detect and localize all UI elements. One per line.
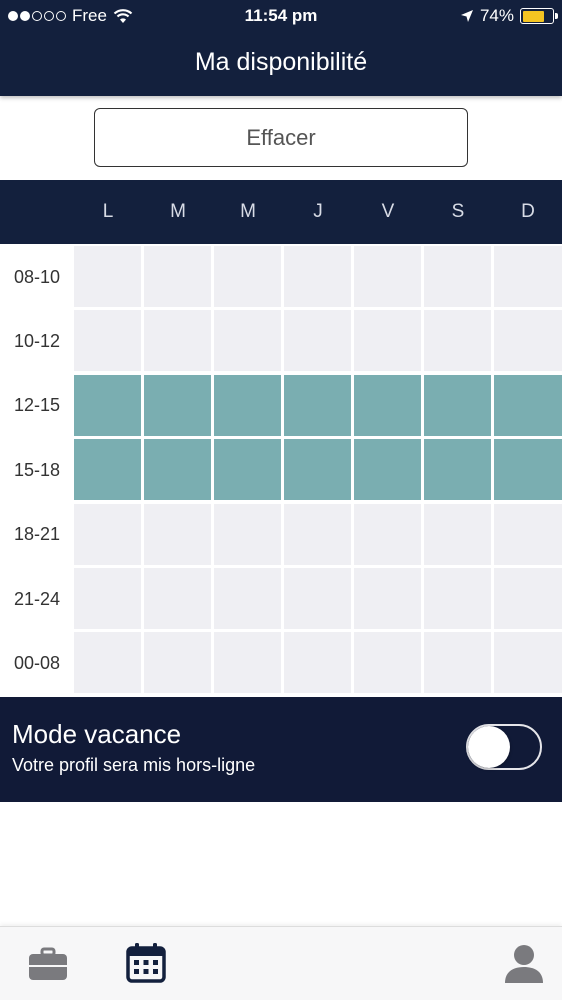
page-title: Ma disponibilité	[194, 48, 368, 76]
availability-cell[interactable]	[214, 439, 281, 501]
vacation-mode-section: Mode vacance Votre profil sera mis hors-…	[0, 697, 562, 802]
availability-cell[interactable]	[494, 246, 562, 307]
availability-cell[interactable]	[74, 568, 141, 629]
status-time: 11:54 pm	[244, 6, 318, 25]
time-slot-label: 00-08	[13, 652, 61, 673]
availability-cell[interactable]	[354, 503, 421, 565]
availability-cell[interactable]	[74, 246, 141, 307]
availability-grid: 08-10 10-12 12-15 15-18 18-21 21-24 00-08	[0, 244, 562, 696]
battery-fill	[522, 10, 544, 22]
availability-cell[interactable]	[424, 503, 491, 565]
availability-cell[interactable]	[214, 374, 281, 436]
status-bar: Free 11:54 pm 74%	[0, 0, 562, 32]
availability-cell[interactable]	[214, 310, 281, 372]
vacation-mode-title: Mode vacance	[12, 719, 182, 749]
availability-cell[interactable]	[74, 632, 141, 694]
availability-cell[interactable]	[144, 246, 211, 307]
time-slot-label: 21-24	[13, 588, 61, 609]
availability-cell[interactable]	[354, 632, 421, 694]
time-slot-label: 18-21	[13, 524, 61, 545]
availability-cell[interactable]	[284, 310, 351, 372]
availability-cell[interactable]	[494, 310, 562, 372]
availability-cell[interactable]	[144, 632, 211, 694]
toggle-knob	[468, 726, 510, 768]
calendar-icon	[126, 943, 166, 983]
weekday-label: V	[381, 201, 395, 222]
availability-cell[interactable]	[354, 439, 421, 501]
availability-cell[interactable]	[424, 439, 491, 501]
availability-cell[interactable]	[494, 374, 562, 436]
availability-cell[interactable]	[424, 632, 491, 694]
tab-jobs[interactable]	[26, 941, 74, 989]
availability-cell[interactable]	[74, 374, 141, 436]
availability-cell[interactable]	[214, 568, 281, 629]
availability-cell[interactable]	[354, 310, 421, 372]
tab-availability[interactable]	[124, 941, 172, 989]
availability-cell[interactable]	[144, 503, 211, 565]
availability-cell[interactable]	[494, 632, 562, 694]
availability-cell[interactable]	[284, 568, 351, 629]
availability-cell[interactable]	[494, 503, 562, 565]
availability-cell[interactable]	[284, 503, 351, 565]
battery-icon	[520, 8, 558, 24]
briefcase-icon	[29, 947, 67, 980]
availability-cell[interactable]	[424, 374, 491, 436]
weekday-label: L	[102, 201, 114, 222]
tab-bar	[0, 926, 562, 1000]
availability-cell[interactable]	[424, 310, 491, 372]
availability-cell[interactable]	[144, 310, 211, 372]
availability-cell[interactable]	[354, 246, 421, 307]
availability-cell[interactable]	[74, 503, 141, 565]
availability-cell[interactable]	[494, 439, 562, 501]
time-slot-label: 10-12	[13, 330, 61, 351]
time-slot-label: 08-10	[13, 266, 61, 287]
weekday-label: J	[313, 201, 323, 222]
clear-button[interactable]: Effacer	[94, 108, 468, 167]
weekday-label: M	[240, 201, 256, 222]
wifi-icon	[113, 9, 133, 23]
availability-cell[interactable]	[284, 246, 351, 307]
availability-cell[interactable]	[74, 439, 141, 501]
weekday-label: M	[170, 201, 186, 222]
tab-profile[interactable]	[502, 941, 550, 989]
availability-cell[interactable]	[214, 632, 281, 694]
user-icon	[505, 945, 543, 983]
availability-cell[interactable]	[214, 246, 281, 307]
availability-cell[interactable]	[354, 374, 421, 436]
vacation-mode-subtitle: Votre profil sera mis hors-ligne	[12, 755, 256, 775]
location-arrow-icon	[460, 10, 473, 22]
vacation-mode-toggle[interactable]	[466, 724, 542, 770]
availability-cell[interactable]	[494, 568, 562, 629]
availability-cell[interactable]	[74, 310, 141, 372]
availability-cell[interactable]	[214, 503, 281, 565]
battery-percent: 74%	[479, 6, 514, 25]
time-slot-label: 12-15	[13, 395, 61, 416]
availability-cell[interactable]	[284, 632, 351, 694]
availability-cell[interactable]	[144, 568, 211, 629]
availability-cell[interactable]	[424, 568, 491, 629]
header: Free 11:54 pm 74% Ma disponibilité	[0, 0, 562, 96]
availability-cell[interactable]	[354, 568, 421, 629]
availability-cell[interactable]	[144, 374, 211, 436]
availability-cell[interactable]	[144, 439, 211, 501]
weekday-label: D	[521, 201, 535, 222]
signal-strength-icon	[8, 11, 66, 21]
availability-cell[interactable]	[284, 374, 351, 436]
weekday-label: S	[451, 201, 465, 222]
availability-cell[interactable]	[284, 439, 351, 501]
time-slot-label: 15-18	[13, 459, 61, 480]
carrier-name: Free	[72, 6, 107, 25]
availability-cell[interactable]	[424, 246, 491, 307]
